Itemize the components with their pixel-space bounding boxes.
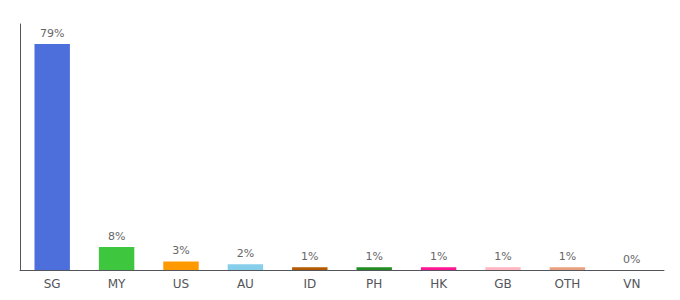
svg-text:HK: HK [430, 277, 448, 291]
svg-text:AU: AU [237, 277, 254, 291]
svg-text:79%: 79% [40, 27, 64, 40]
svg-text:US: US [173, 277, 189, 291]
svg-text:2%: 2% [237, 247, 254, 260]
svg-text:1%: 1% [301, 250, 318, 263]
svg-text:OTH: OTH [554, 277, 580, 291]
svg-text:1%: 1% [559, 250, 576, 263]
svg-text:0%: 0% [623, 253, 640, 266]
svg-text:3%: 3% [172, 244, 189, 257]
svg-text:1%: 1% [365, 250, 382, 263]
svg-text:ID: ID [303, 277, 316, 291]
svg-text:MY: MY [108, 277, 126, 291]
svg-text:VN: VN [623, 277, 640, 291]
svg-text:1%: 1% [494, 250, 511, 263]
svg-text:8%: 8% [108, 230, 125, 243]
svg-text:GB: GB [494, 277, 512, 291]
svg-text:1%: 1% [430, 250, 447, 263]
svg-text:SG: SG [44, 277, 61, 291]
svg-text:PH: PH [366, 277, 382, 291]
